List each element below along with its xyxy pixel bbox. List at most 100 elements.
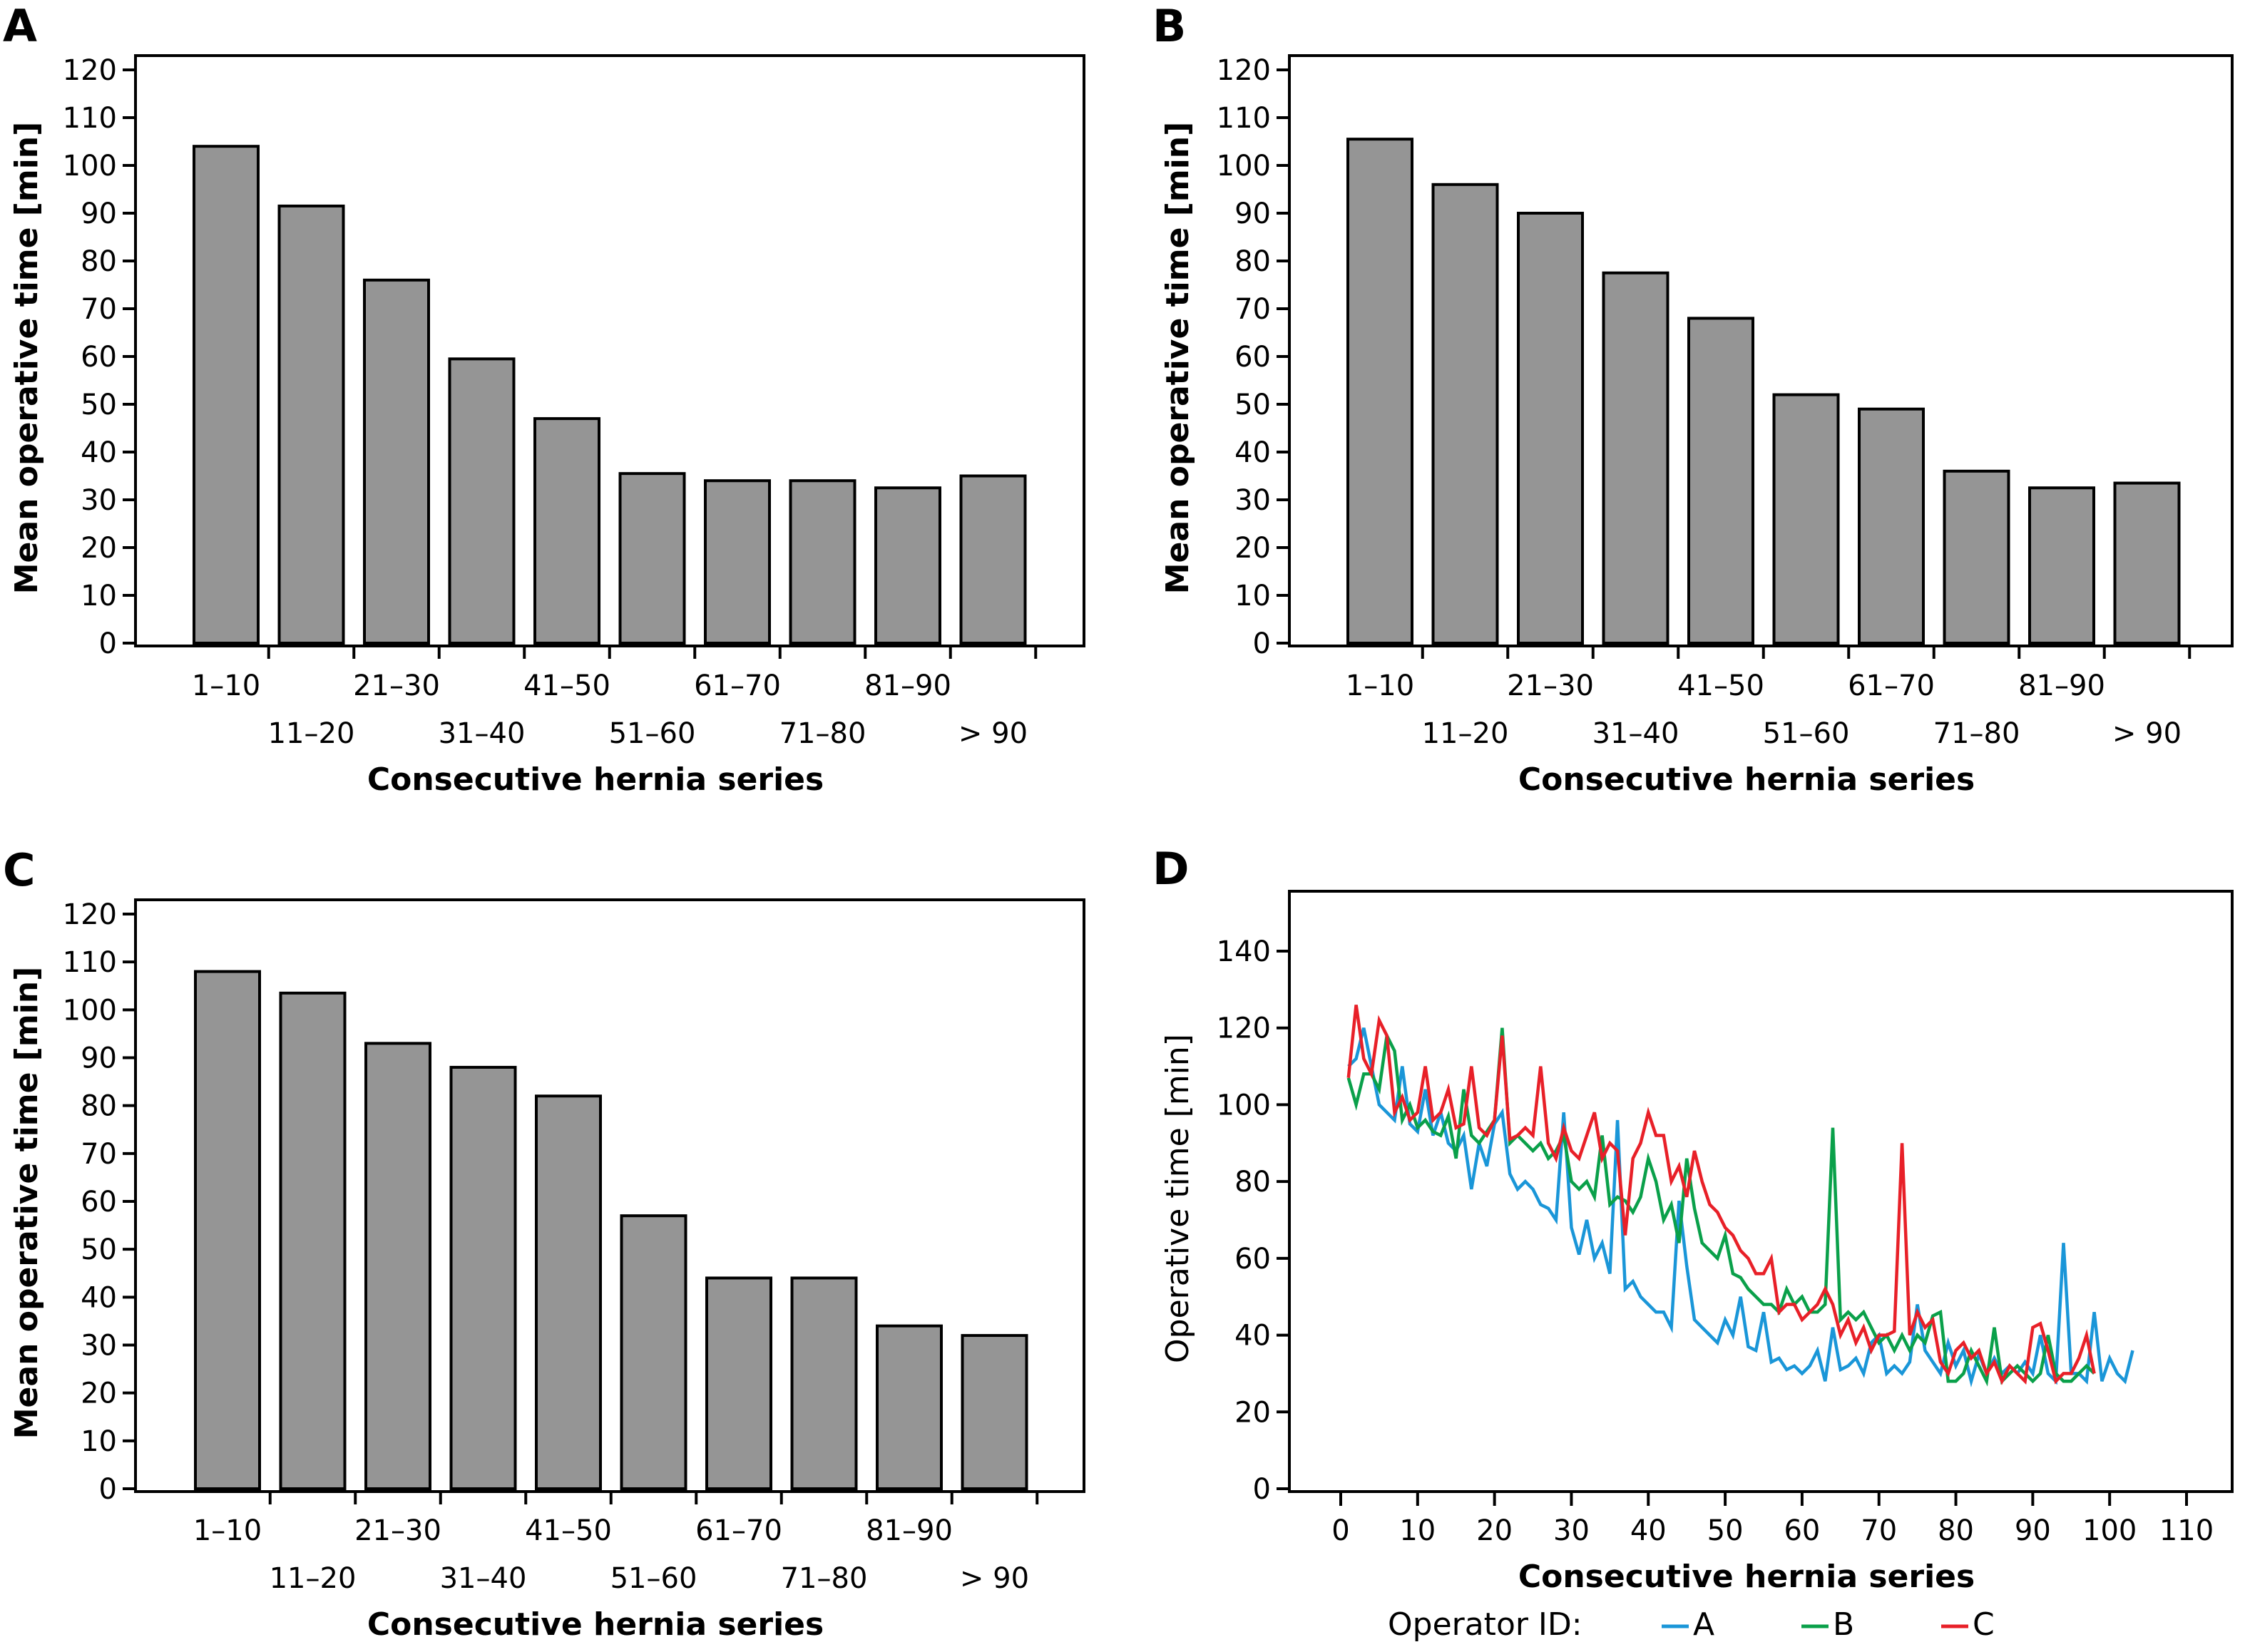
x-category-label: > 90: [960, 1562, 1029, 1595]
panel-c: C 0 10 20 30 40 50 60 70 80 90 100 110 120 Mean operat…: [3, 844, 1085, 1643]
bar-2: [1431, 183, 1499, 645]
y-tick-label: 0: [1253, 627, 1271, 660]
x-category-label: 41–50: [523, 669, 610, 702]
y-tick-label: 20: [1234, 1396, 1271, 1429]
series-line-c: [1346, 1005, 2096, 1385]
legend-item-b: B: [1801, 1606, 1854, 1643]
x-category-label: 21–30: [1507, 669, 1594, 702]
bar-1: [193, 145, 260, 645]
series-line-a: [1347, 1027, 2134, 1387]
y-tick-label: 120: [1217, 54, 1271, 87]
x-category-label: 71–80: [1933, 717, 2020, 750]
y-tick-label: 100: [1217, 1089, 1271, 1122]
y-tick-label: 40: [1234, 1320, 1271, 1353]
y-tick-label: 20: [1234, 532, 1271, 565]
bar-6: [618, 472, 686, 645]
bar-1: [194, 970, 261, 1490]
x-category-label: 71–80: [781, 1562, 868, 1595]
panel-letter: D: [1152, 843, 1189, 895]
bar-7: [705, 1276, 772, 1490]
bar-4: [1602, 271, 1669, 645]
bar-7: [704, 479, 771, 645]
x-axis-title: Consecutive hernia series: [367, 1606, 824, 1643]
x-category-label: > 90: [2112, 717, 2182, 750]
x-category-label: 31–40: [439, 717, 526, 750]
bar-5: [1687, 317, 1754, 645]
y-tick-label: 40: [81, 436, 117, 469]
x-tick-label: 60: [1784, 1514, 1820, 1547]
y-tick-label: 10: [81, 1425, 117, 1458]
bar-3: [363, 278, 430, 645]
y-tick-label: 30: [81, 484, 117, 517]
x-category-label: 81–90: [864, 669, 951, 702]
legend-title: Operator ID:: [1388, 1606, 1582, 1643]
y-tick-label: 110: [63, 946, 117, 979]
x-category-label: 71–80: [779, 717, 866, 750]
x-tick-label: 0: [1331, 1514, 1349, 1547]
legend-label: C: [1973, 1606, 1995, 1643]
y-tick-label: 100: [63, 150, 117, 183]
legend-label: A: [1693, 1606, 1714, 1643]
y-tick-label: 60: [1234, 1243, 1271, 1276]
y-tick-label: 40: [1234, 436, 1271, 469]
y-tick-label: 30: [81, 1330, 117, 1363]
y-axis-title: Mean operative time [min]: [9, 122, 45, 594]
legend-item-c: C: [1941, 1606, 1995, 1643]
bar-10: [2113, 481, 2181, 645]
bar-8: [789, 479, 856, 645]
y-tick-label: 30: [1234, 484, 1271, 517]
y-tick-label: 50: [81, 389, 117, 421]
bar-5: [533, 417, 600, 645]
bar-10: [961, 1334, 1028, 1490]
y-axis-title: Mean operative time [min]: [1160, 122, 1196, 594]
y-tick-label: 0: [99, 1473, 117, 1506]
bar-3: [364, 1042, 431, 1490]
y-tick-label: 90: [81, 197, 117, 230]
y-tick-label: 80: [1234, 245, 1271, 278]
x-category-label: 11–20: [268, 717, 355, 750]
x-tick-label: 100: [2082, 1514, 2137, 1547]
x-category-label: 41–50: [1677, 669, 1764, 702]
panel-b: B 0 10 20 30 40 50 60 70 80 90 100 110 120 Mean operat…: [1152, 0, 2234, 798]
x-category-label: 31–40: [440, 1562, 527, 1595]
x-category-label: 81–90: [866, 1514, 953, 1547]
bar-8: [790, 1276, 858, 1490]
plot-frame: [1288, 54, 2234, 647]
x-category-label: 21–30: [353, 669, 440, 702]
y-tick-label: 0: [99, 627, 117, 660]
x-category-label: 1–10: [192, 669, 260, 702]
y-tick-label: 10: [1234, 580, 1271, 612]
x-category-label: 61–70: [694, 669, 781, 702]
plot-frame: [1288, 890, 2234, 1493]
x-tick-label: 20: [1476, 1514, 1513, 1547]
legend-item-a: A: [1662, 1606, 1714, 1643]
y-axis-title: Mean operative time [min]: [9, 967, 45, 1439]
y-tick-label: 50: [81, 1233, 117, 1266]
panel-letter: B: [1152, 0, 1186, 52]
y-tick-label: 10: [81, 580, 117, 612]
y-tick-label: 140: [1217, 935, 1271, 968]
x-axis-title: Consecutive hernia series: [1518, 761, 1975, 798]
x-category-label: 41–50: [525, 1514, 612, 1547]
x-tick-label: 30: [1553, 1514, 1590, 1547]
x-category-label: 61–70: [695, 1514, 782, 1547]
bar-7: [1858, 407, 1925, 645]
x-category-label: 21–30: [354, 1514, 441, 1547]
y-tick-label: 60: [81, 341, 117, 374]
bar-8: [1943, 469, 2010, 645]
x-category-label: 51–60: [609, 717, 696, 750]
panel-a: A 0 10 20 30 40 50 60 70 80 90 100 110 120 Mean operat…: [3, 0, 1085, 798]
y-tick-label: 80: [81, 1090, 117, 1123]
x-axis-title: Consecutive hernia series: [1518, 1559, 1975, 1595]
bar-2: [277, 204, 345, 645]
y-tick-label: 70: [1234, 293, 1271, 326]
bar-3: [1517, 212, 1584, 645]
y-tick-label: 70: [81, 293, 117, 326]
x-tick-label: 10: [1399, 1514, 1436, 1547]
bar-2: [279, 991, 347, 1490]
x-category-label: 81–90: [2018, 669, 2105, 702]
x-tick-label: 90: [2015, 1514, 2051, 1547]
x-category-label: 1–10: [193, 1514, 262, 1547]
bar-6: [620, 1214, 687, 1491]
